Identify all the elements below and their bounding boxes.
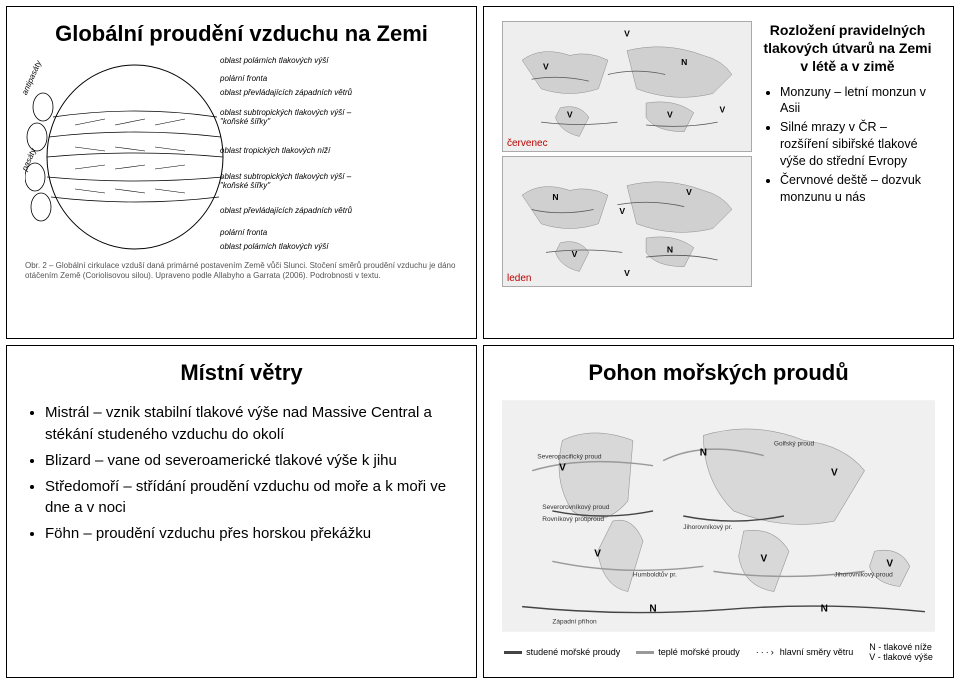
curr-label: Západní příhon: [552, 619, 597, 626]
svg-text:N: N: [821, 604, 828, 615]
svg-text:V: V: [559, 463, 566, 474]
globe-label-7: oblast převládajících západních větrů: [220, 207, 360, 215]
svg-text:V: V: [572, 249, 578, 259]
s2-bullet: Silné mrazy v ČR – rozšíření sibiřské tl…: [780, 119, 935, 170]
globe-label-1: oblast polárních tlakových výší: [220, 57, 329, 65]
svg-text:N: N: [700, 448, 707, 459]
globe-label-3: oblast převládajících západních větrů: [220, 89, 352, 97]
svg-text:N: N: [649, 604, 656, 615]
legend-warm: teplé mořské proudy: [636, 642, 740, 662]
curr-label: Severopacifický proud: [537, 454, 602, 461]
ocean-currents-map: V N V V V V N N Severopacifický proud Golfs…: [502, 396, 935, 636]
legend: studené mořské proudy teplé mořské proud…: [502, 642, 935, 662]
s3-bullet: Föhn – proudění vzduchu přes horskou pře…: [45, 523, 458, 545]
slide1-title: Globální proudění vzduchu na Zemi: [25, 21, 458, 47]
curr-label: Golfský proud: [774, 441, 815, 448]
curr-label: Severorovníkový proud: [542, 504, 610, 511]
s3-bullet: Mistrál – vznik stabilní tlakové výše na…: [45, 402, 458, 446]
globe-diagram: oblast polárních tlakových výší polární …: [25, 57, 365, 257]
globe-label-6: oblast subtropických tlakových výší – "k…: [220, 173, 360, 190]
s2-bullet: Monzuny – letní monzun v Asii: [780, 84, 935, 118]
pressure-map-july: V N V V V V červenec: [502, 21, 752, 152]
s3-bullet: Středomoří – střídání proudění vzduchu o…: [45, 476, 458, 520]
curr-label: Rovníkový protiproud: [542, 516, 604, 523]
map-cap-january: leden: [507, 273, 531, 284]
curr-label: Jihorovníkový pr.: [683, 524, 732, 531]
globe-label-5: oblast tropických tlakových níží: [220, 147, 360, 155]
globe-label-2: polární fronta: [220, 75, 267, 83]
svg-text:V: V: [567, 109, 573, 119]
svg-text:V: V: [667, 109, 673, 119]
svg-text:V: V: [624, 28, 630, 38]
pressure-map-january: N V V V N V leden: [502, 156, 752, 287]
s2-bullet: Červnové deště – dozvuk monzunu u nás: [780, 172, 935, 206]
globe-label-8: polární fronta: [220, 229, 267, 237]
map-cap-july: červenec: [507, 138, 548, 149]
svg-text:V: V: [831, 468, 838, 479]
slide4-title: Pohon mořských proudů: [502, 360, 935, 386]
svg-text:V: V: [619, 206, 625, 216]
svg-text:V: V: [624, 268, 630, 278]
svg-text:V: V: [543, 62, 549, 72]
svg-text:N: N: [681, 57, 687, 67]
slide1-caption: Obr. 2 – Globální cirkulace vzduší daná …: [25, 261, 458, 280]
slide3-title: Místní větry: [25, 360, 458, 386]
slide2-title: Rozložení pravidelných tlakových útvarů …: [760, 21, 935, 76]
s3-bullet: Blizard – vane od severoamerické tlakové…: [45, 450, 458, 472]
svg-text:V: V: [720, 105, 726, 115]
curr-label: Jihorovníkový proud: [834, 572, 893, 579]
globe-label-4: oblast subtropických tlakových výší – "k…: [220, 109, 360, 126]
globe-label-9: oblast polárních tlakových výší: [220, 243, 360, 251]
svg-text:V: V: [594, 549, 601, 560]
legend-wind: ···› hlavní směry větru: [756, 642, 854, 662]
slide3-bullets: Mistrál – vznik stabilní tlakové výše na…: [25, 402, 458, 545]
svg-text:N: N: [552, 192, 558, 202]
svg-text:V: V: [686, 187, 692, 197]
legend-nv: N - tlakové níže V - tlakové výše: [869, 642, 933, 662]
svg-text:N: N: [667, 244, 673, 254]
svg-text:V: V: [760, 554, 767, 565]
svg-text:V: V: [886, 559, 893, 570]
curr-label: Humboldtův pr.: [633, 571, 677, 579]
slide2-bullets: Monzuny – letní monzun v Asii Silné mraz…: [760, 84, 935, 206]
legend-cold: studené mořské proudy: [504, 642, 620, 662]
